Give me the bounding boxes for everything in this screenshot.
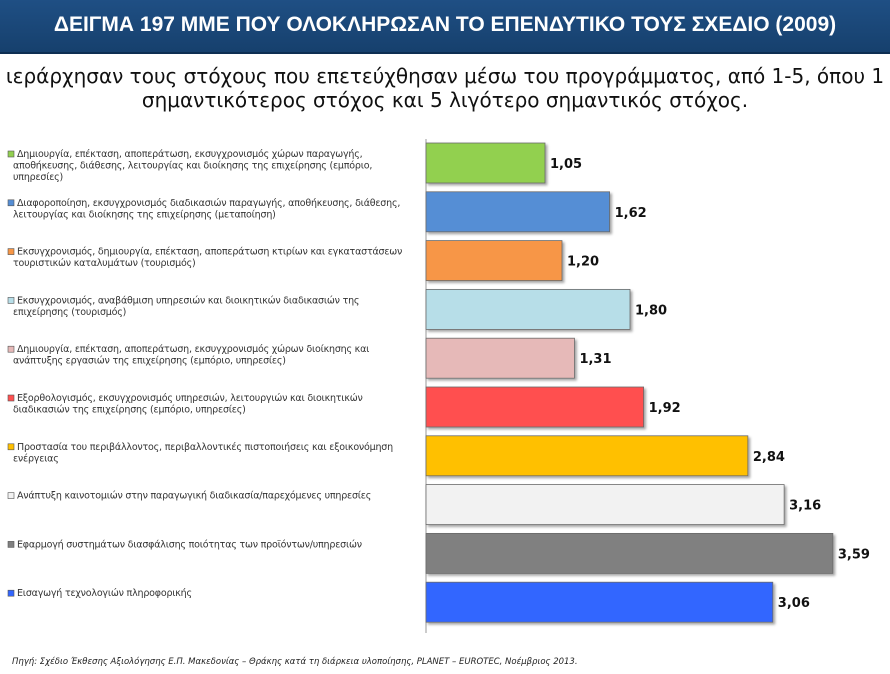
bar-8 — [425, 484, 785, 526]
value-label-6: 1,92 — [649, 401, 681, 416]
legend-marker-9 — [7, 541, 15, 548]
category-label-3: Εκσυγχρονισμός, δημιουργία, επέκταση, απ… — [13, 247, 402, 270]
bar-1 — [425, 142, 546, 184]
value-label-3: 1,20 — [567, 255, 599, 270]
legend-marker-6 — [7, 394, 15, 402]
category-label-1: Δημιουργία, επέκταση, αποπεράτωση, εκσυγ… — [13, 149, 372, 183]
legend-marker-3 — [7, 248, 15, 255]
source-note: Πηγή: Σχέδιο Έκθεσης Αξιολόγησης Ε.Π. Μα… — [12, 657, 578, 667]
bar-2 — [425, 191, 611, 233]
title-bar — [0, 0, 890, 54]
bar-7 — [425, 435, 749, 477]
page-title: ΔΕΙΓΜΑ 197 ΜΜΕ ΠΟΥ ΟΛΟΚΛΗΡΩΣΑΝ ΤΟ ΕΠΕΝΔΥ… — [53, 13, 837, 36]
category-label-6: Εξορθολογισμός, εκσυγχρονισμός υπηρεσιών… — [13, 393, 363, 416]
bar-6 — [425, 386, 645, 428]
category-label-2: Διαφοροποίηση, εκσυγχρονισμός διαδικασιώ… — [13, 198, 400, 221]
category-label-8: Ανάπτυξη καινοτομιών στην παραγωγική δια… — [17, 491, 371, 502]
value-label-8: 3,16 — [789, 499, 821, 514]
bar-9 — [425, 533, 834, 574]
value-label-9: 3,59 — [838, 547, 870, 562]
legend-marker-5 — [7, 345, 15, 353]
bar-4 — [425, 288, 631, 330]
bar-3 — [425, 240, 563, 282]
value-label-7: 2,84 — [753, 450, 785, 465]
category-label-10: Εισαγωγή τεχνολογιών πληροφορικής — [17, 588, 192, 599]
category-label-5: Δημιουργία, επέκταση, αποπεράτωση, εκσυγ… — [13, 344, 369, 367]
chart-subtitle: ιεράρχησαν τους στόχους που επετεύχθησαν… — [0, 64, 890, 112]
legend-marker-4 — [7, 297, 15, 304]
value-label-1: 1,05 — [550, 157, 582, 172]
subtitle-line-2: σημαντικότερος στόχος και 5 λιγότερο σημ… — [141, 88, 749, 112]
legend-marker-1 — [7, 150, 15, 158]
value-label-10: 3,06 — [778, 596, 810, 611]
value-label-2: 1,62 — [615, 206, 647, 221]
subtitle-line-1: ιεράρχησαν τους στόχους που επετεύχθησαν… — [5, 64, 885, 88]
legend-marker-10 — [7, 589, 15, 597]
category-label-4: Εκσυγχρονισμός, αναβάθμιση υπηρεσιών και… — [13, 295, 359, 318]
value-label-4: 1,80 — [635, 303, 667, 318]
legend-marker-2 — [7, 199, 15, 207]
bar-5 — [425, 337, 575, 379]
bar-10 — [425, 581, 774, 623]
legend-marker-7 — [7, 443, 15, 451]
value-label-5: 1,31 — [579, 352, 611, 367]
legend-marker-8 — [7, 492, 15, 499]
category-label-7: Προστασία του περιβάλλοντος, περιβαλλοντ… — [13, 442, 393, 465]
category-label-9: Εφαρμογή συστημάτων διασφάλισης ποιότητα… — [17, 539, 362, 550]
